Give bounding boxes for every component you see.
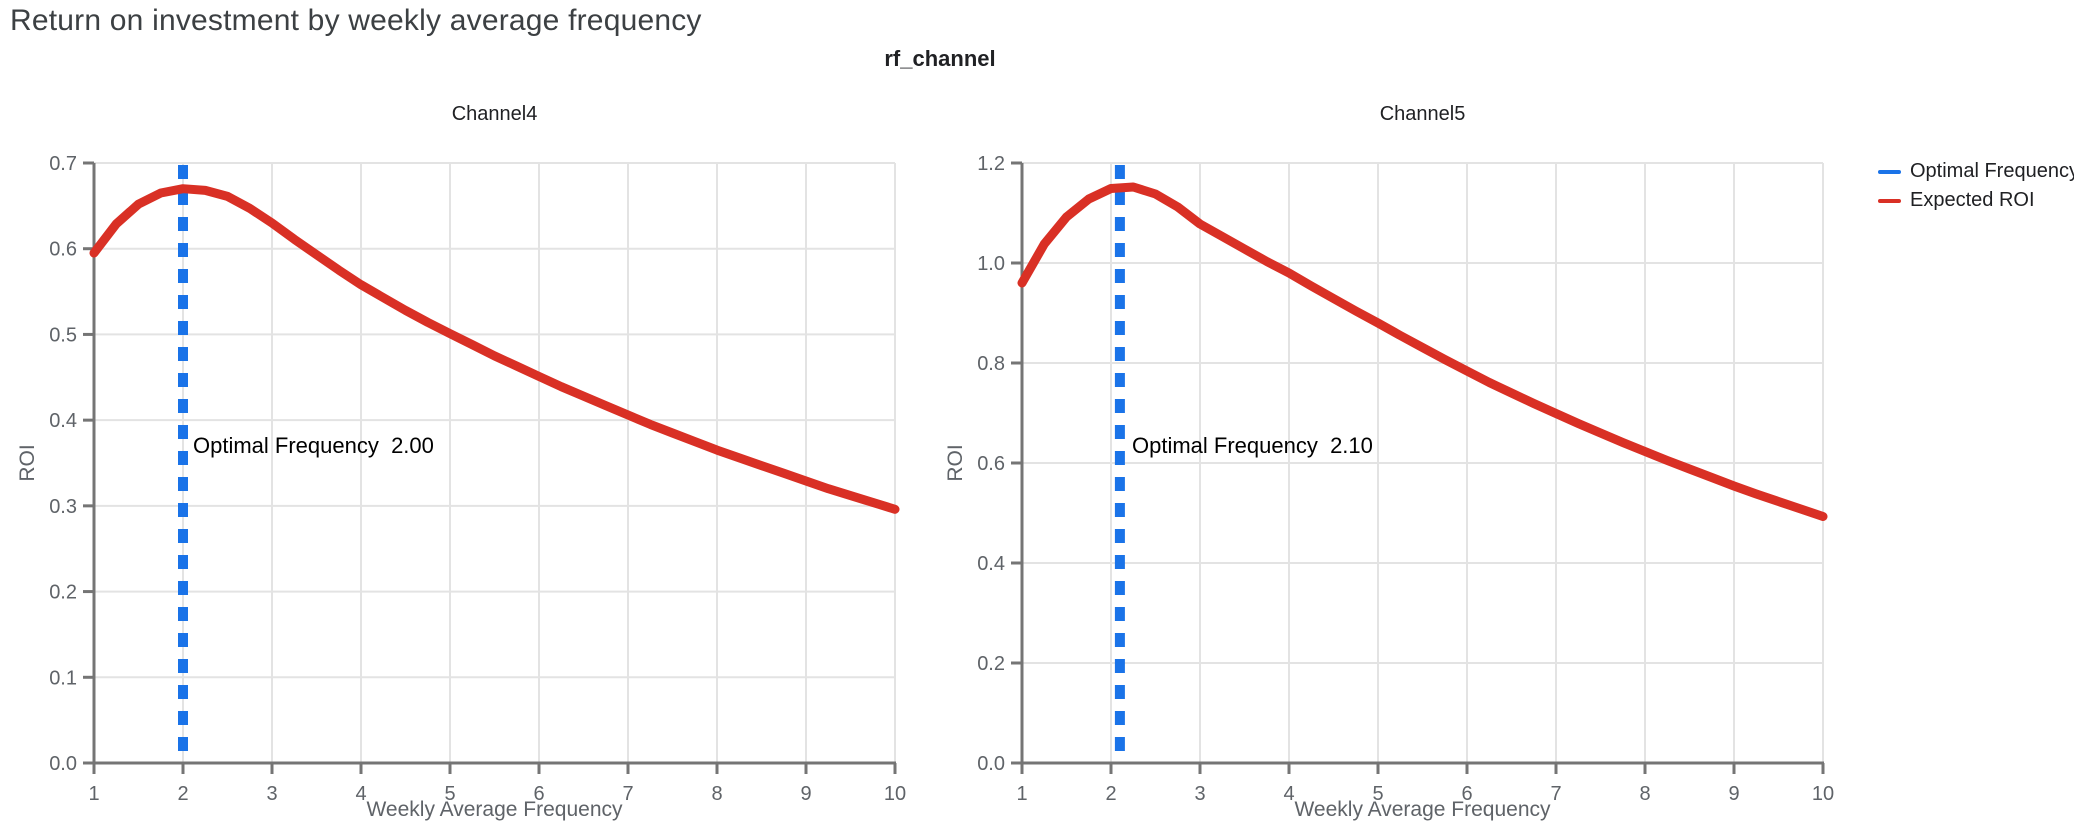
svg-text:0.0: 0.0 <box>977 753 1005 775</box>
svg-text:0.4: 0.4 <box>49 410 77 432</box>
svg-text:4: 4 <box>355 783 366 805</box>
svg-text:3: 3 <box>1194 783 1205 805</box>
svg-text:8: 8 <box>1639 783 1650 805</box>
svg-text:2: 2 <box>177 783 188 805</box>
svg-text:0.2: 0.2 <box>977 653 1005 675</box>
svg-text:0.1: 0.1 <box>49 667 77 689</box>
svg-text:1.2: 1.2 <box>977 153 1005 175</box>
svg-text:9: 9 <box>800 783 811 805</box>
svg-text:1.0: 1.0 <box>977 253 1005 275</box>
svg-text:0.6: 0.6 <box>977 453 1005 475</box>
svg-text:10: 10 <box>1812 783 1834 805</box>
svg-text:4: 4 <box>1283 783 1294 805</box>
legend-item-optimal-frequency: Optimal Frequency <box>1878 160 2074 183</box>
svg-text:0.4: 0.4 <box>977 553 1005 575</box>
svg-text:0.0: 0.0 <box>49 753 77 775</box>
svg-text:3: 3 <box>266 783 277 805</box>
svg-text:0.2: 0.2 <box>49 582 77 604</box>
svg-text:0.3: 0.3 <box>49 496 77 518</box>
svg-text:5: 5 <box>1372 783 1383 805</box>
svg-text:7: 7 <box>622 783 633 805</box>
x-axis-label-right: Weekly Average Frequency <box>1294 798 1551 821</box>
svg-text:9: 9 <box>1728 783 1739 805</box>
chart-title-channel5: Channel5 <box>1379 103 1466 125</box>
chart-title-channel4: Channel4 <box>451 103 538 125</box>
legend-label: Optimal Frequency <box>1910 160 2074 182</box>
svg-text:2: 2 <box>1105 783 1116 805</box>
svg-text:1: 1 <box>88 783 99 805</box>
svg-text:0.7: 0.7 <box>49 153 77 175</box>
svg-text:0.8: 0.8 <box>977 353 1005 375</box>
y-axis-label-right: ROI <box>944 444 967 482</box>
svg-text:0.5: 0.5 <box>49 324 77 346</box>
optimal-frequency-line-swatch-icon <box>1878 169 1901 174</box>
figure-suptitle: rf_channel <box>884 46 996 71</box>
legend-item-expected-roi: Expected ROI <box>1878 189 2074 212</box>
expected-roi-line-swatch-icon <box>1878 198 1901 203</box>
svg-text:8: 8 <box>711 783 722 805</box>
svg-text:6: 6 <box>1461 783 1472 805</box>
optimal-frequency-annotation-channel5: Optimal Frequency 2.10 <box>1132 433 1373 458</box>
svg-text:0.6: 0.6 <box>49 239 77 261</box>
legend-label: Expected ROI <box>1910 189 2035 211</box>
optimal-frequency-annotation-channel4: Optimal Frequency 2.00 <box>193 433 434 458</box>
svg-text:7: 7 <box>1550 783 1561 805</box>
svg-text:10: 10 <box>884 783 906 805</box>
svg-text:6: 6 <box>533 783 544 805</box>
y-axis-label-left: ROI <box>16 444 39 482</box>
x-axis-label-left: Weekly Average Frequency <box>366 798 623 821</box>
legend: Optimal Frequency Expected ROI <box>1878 160 2074 218</box>
page-title: Return on investment by weekly average f… <box>10 4 702 37</box>
svg-text:5: 5 <box>444 783 455 805</box>
svg-text:1: 1 <box>1016 783 1027 805</box>
